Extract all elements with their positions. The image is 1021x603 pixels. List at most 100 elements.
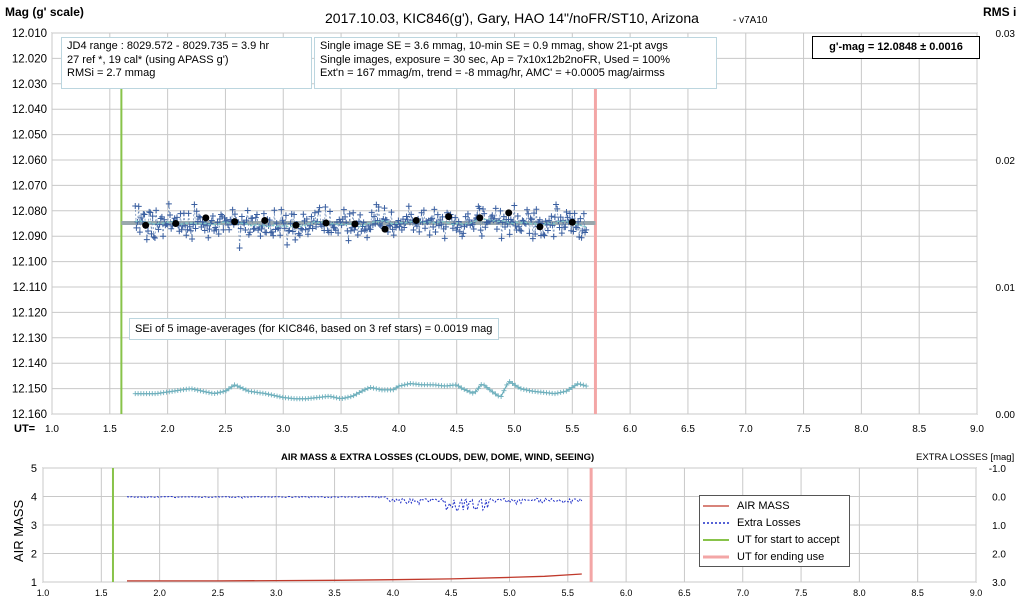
cross-point	[178, 226, 185, 233]
cross-point	[511, 202, 518, 209]
rms-cross	[566, 386, 572, 392]
cross-point	[480, 206, 487, 213]
x-tick-label: 8.5	[912, 424, 926, 435]
rms-cross	[195, 387, 201, 393]
legend-label: UT for start to accept	[737, 533, 840, 546]
cross-point	[313, 223, 320, 230]
y-tick-label: 12.120	[12, 307, 47, 319]
cross-point	[403, 213, 410, 220]
cross-point	[138, 214, 145, 221]
result-text: g'-mag = 12.0848 ± 0.0016	[829, 41, 963, 53]
cross-point	[531, 210, 538, 217]
cross-point	[525, 210, 532, 217]
x-tick-label: 4.0	[392, 424, 406, 435]
average-dot	[412, 216, 420, 224]
cross-point	[401, 224, 408, 231]
x-tick-label: 1.0	[45, 424, 59, 435]
cross-point	[493, 226, 500, 233]
x-tick-label: 2.5	[218, 424, 232, 435]
rms-cross	[578, 381, 584, 387]
cross-point	[514, 213, 521, 220]
cross-point	[437, 216, 444, 223]
cross-point	[554, 205, 561, 212]
cross-point	[420, 207, 427, 214]
cross-point	[564, 214, 571, 221]
cross-point	[449, 225, 456, 232]
cross-point	[562, 224, 569, 231]
x-tick-label: 2.0	[153, 588, 166, 598]
cross-point	[279, 217, 286, 224]
cross-point	[470, 225, 477, 232]
cross-point	[253, 211, 260, 218]
cross-point	[498, 235, 505, 242]
rms-cross	[569, 385, 575, 391]
y-tick-label: 5	[31, 463, 37, 475]
rms-cross	[266, 391, 272, 397]
cross-point	[161, 216, 168, 223]
bottom-y2-ticks: -1.0 0.0 1.0 2.0 3.0	[989, 464, 1007, 589]
cross-point	[280, 220, 287, 227]
rms-cross	[274, 393, 280, 399]
cross-point	[189, 235, 196, 242]
average-dot	[351, 220, 359, 228]
rms-cross	[572, 383, 578, 389]
cross-point	[318, 223, 325, 230]
rms-cross	[470, 390, 476, 396]
cross-point	[460, 230, 467, 237]
sei-box: SEi of 5 image-averages (for KIC846, bas…	[129, 318, 499, 340]
rms-cross	[206, 390, 212, 396]
rms-cross	[348, 394, 354, 400]
cross-point	[375, 203, 382, 210]
rms-cross	[370, 385, 376, 391]
cross-point	[439, 213, 446, 220]
result-box: g'-mag = 12.0848 ± 0.0016	[812, 36, 980, 59]
cross-point	[482, 224, 489, 231]
y2-tick-label: 3.0	[992, 578, 1006, 589]
rms-cross	[243, 387, 249, 393]
y2-tick-label: 0.0	[992, 493, 1006, 504]
rms-cross	[271, 393, 277, 399]
x-tick-label: 4.5	[445, 588, 458, 598]
cross-point	[481, 210, 488, 217]
cross-point	[151, 234, 158, 241]
rms-cross	[467, 389, 473, 395]
rms-cross	[473, 389, 479, 395]
rms-cross	[515, 384, 521, 390]
cross-point	[310, 218, 317, 225]
x-tick-label: 3.0	[276, 424, 290, 435]
cross-point	[464, 210, 471, 217]
cross-point	[231, 211, 238, 218]
cross-point	[476, 205, 483, 212]
air-mass-line	[127, 573, 582, 582]
x-tick-label: 2.0	[161, 424, 175, 435]
y-tick-label: 12.010	[12, 28, 47, 40]
cross-point	[252, 214, 259, 221]
cross-point	[563, 208, 570, 215]
rms-cross	[555, 390, 561, 396]
rms-cross	[339, 395, 345, 401]
cross-point	[405, 203, 412, 210]
cross-point	[577, 215, 584, 222]
cross-point	[515, 223, 522, 230]
x-tick-label: 7.5	[797, 424, 811, 435]
y-tick-label: 12.040	[12, 104, 47, 116]
cross-point	[192, 225, 199, 232]
rms-cross	[475, 385, 481, 391]
y-tick-label: 12.090	[12, 231, 47, 243]
rms-cross	[331, 394, 337, 400]
x-tick-label: 1.0	[37, 588, 50, 598]
rms-cross	[393, 385, 399, 391]
cross-point	[571, 210, 578, 217]
cross-point	[549, 222, 556, 229]
cross-point	[422, 225, 429, 232]
cross-point	[416, 228, 423, 235]
cross-point	[390, 232, 397, 239]
x-tick-label: 7.0	[739, 424, 753, 435]
rms-cross	[512, 382, 518, 388]
average-dot	[231, 218, 239, 226]
rms-cross	[526, 388, 532, 394]
cross-point	[548, 213, 555, 220]
rms-cross	[558, 389, 564, 395]
cross-point	[438, 221, 445, 228]
rms-cross	[563, 388, 569, 394]
